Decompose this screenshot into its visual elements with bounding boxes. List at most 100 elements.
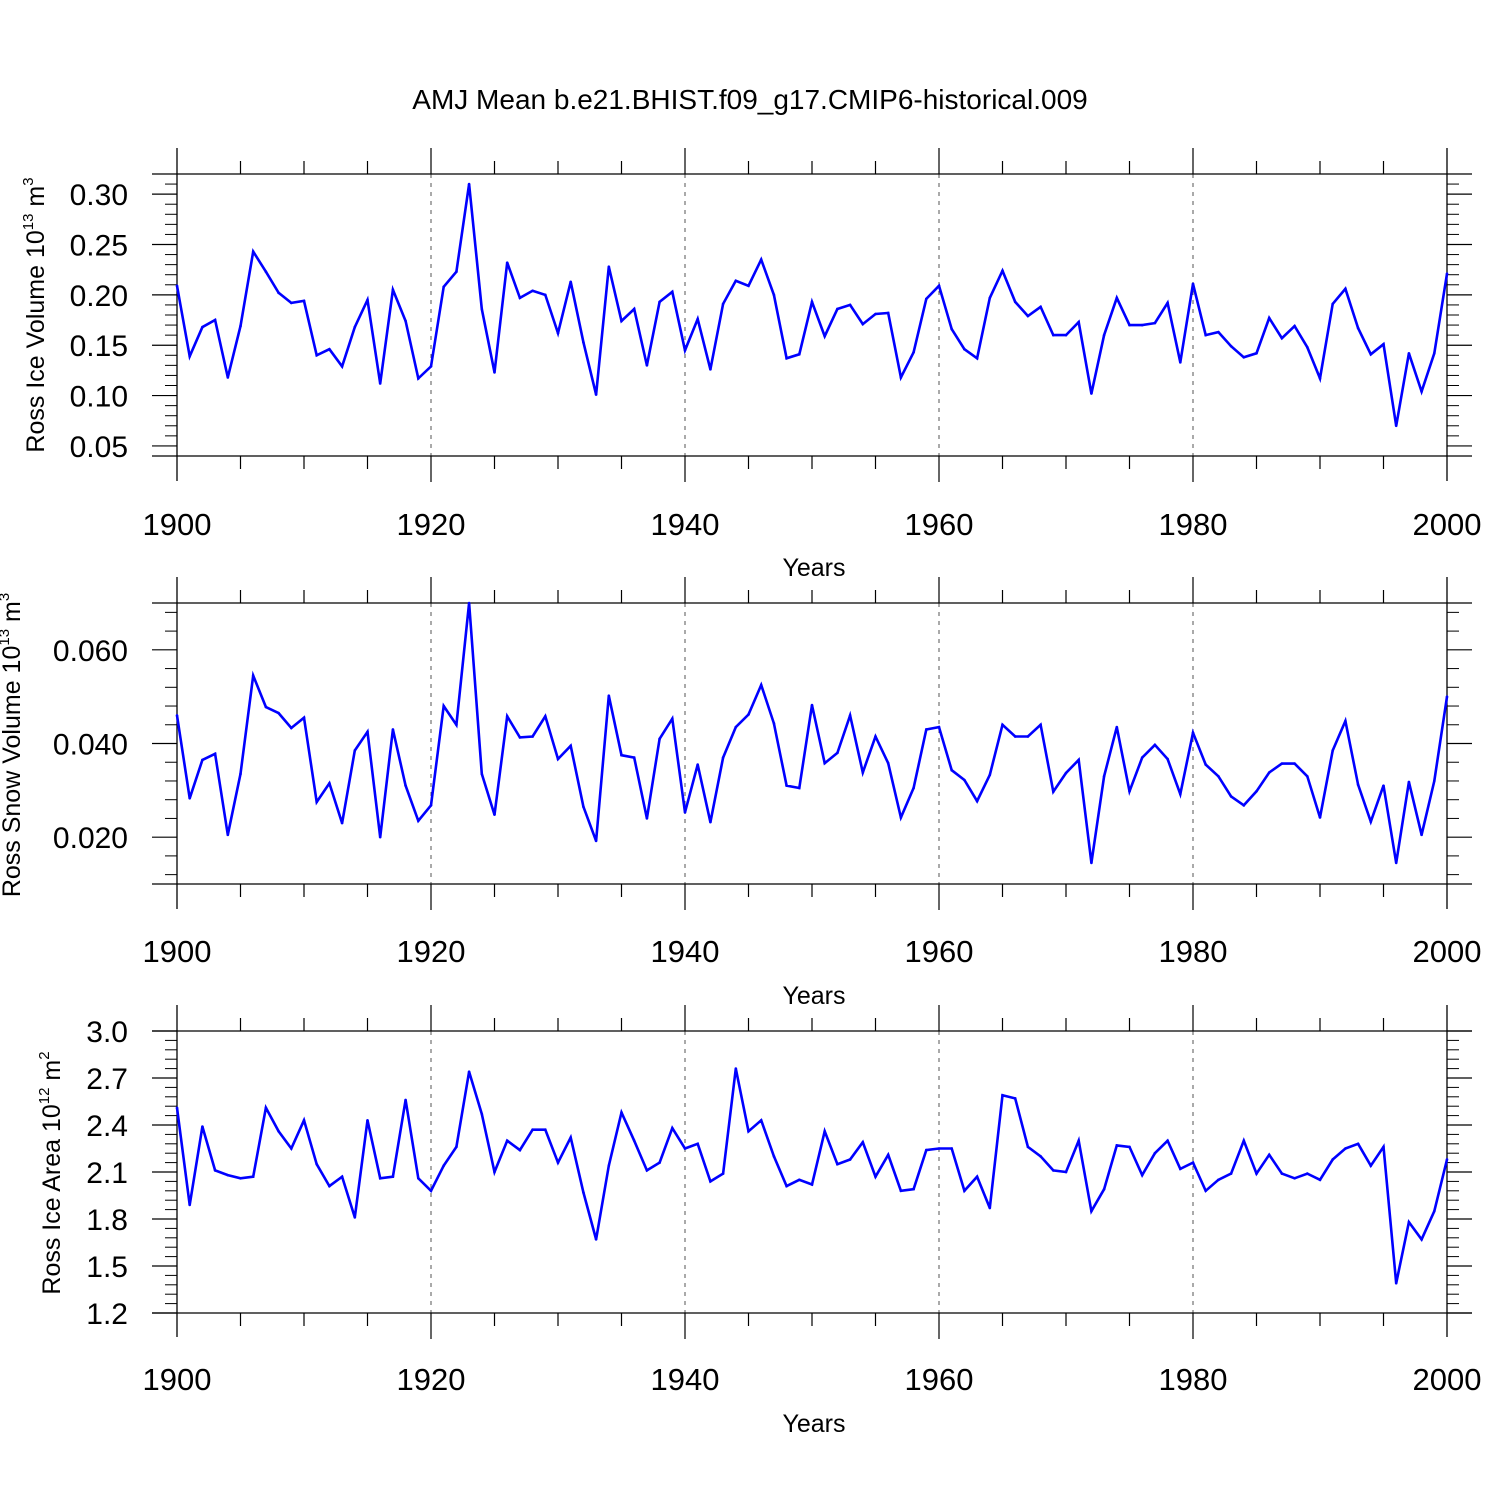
data-point: [1242, 804, 1246, 807]
data-point: [531, 1128, 534, 1131]
data-point: [213, 318, 217, 322]
data-point: [988, 1206, 992, 1210]
data-point: [1052, 790, 1055, 794]
data-point: [1001, 1093, 1004, 1097]
data-point: [1102, 774, 1106, 778]
data-point: [1255, 1172, 1258, 1175]
data-point: [1255, 351, 1258, 355]
data-point: [1026, 1145, 1030, 1149]
data-point: [493, 813, 496, 816]
y-tick-label: 0.020: [53, 822, 128, 855]
data-point: [645, 1169, 649, 1172]
data-point: [1356, 326, 1360, 330]
data-point: [1242, 356, 1246, 359]
data-point: [302, 299, 306, 303]
data-point: [353, 325, 357, 329]
data-point: [1013, 735, 1017, 738]
y-axis-title-unit: m: [0, 601, 26, 629]
data-point: [467, 182, 471, 186]
y-axis-title-unit-exponent: 3: [0, 593, 13, 601]
y-tick-label: 0.05: [70, 431, 128, 464]
data-point: [1407, 1220, 1411, 1224]
data-point: [1064, 771, 1068, 775]
data-point: [963, 778, 966, 782]
data-point: [544, 715, 547, 718]
data-point: [366, 1119, 369, 1122]
data-point: [1407, 780, 1411, 784]
data-point: [1407, 351, 1411, 355]
y-tick-label: 2.7: [86, 1063, 128, 1096]
data-point: [861, 1140, 865, 1144]
data-point: [1356, 783, 1360, 787]
data-point: [823, 761, 826, 765]
data-point: [378, 835, 382, 839]
data-point: [1445, 272, 1449, 276]
y-axis-title-text: Ross Snow Volume 10: [0, 646, 26, 898]
data-point: [772, 293, 776, 297]
data-point: [1331, 1158, 1334, 1161]
data-point: [442, 704, 446, 708]
data-point: [1229, 344, 1233, 348]
data-point: [378, 1176, 382, 1180]
data-point: [1052, 333, 1055, 337]
data-point: [798, 786, 801, 790]
data-point: [251, 1175, 255, 1178]
x-tick-label: 1940: [651, 1362, 720, 1397]
series-line: [175, 1068, 1449, 1284]
data-point: [607, 265, 611, 268]
data-point: [1153, 1151, 1157, 1155]
y-tick-label: 2.1: [86, 1157, 128, 1190]
data-point: [1318, 377, 1322, 380]
data-point: [721, 302, 725, 306]
data-point: [1280, 1172, 1284, 1175]
data-point: [239, 772, 242, 776]
data-point: [391, 1175, 395, 1178]
data-point: [239, 324, 242, 328]
data-point: [1039, 305, 1042, 309]
data-point: [277, 711, 280, 715]
data-point: [886, 1153, 890, 1157]
x-tick-label: 1960: [905, 1362, 974, 1397]
data-point: [772, 1155, 776, 1158]
data-point: [175, 284, 179, 288]
data-point: [1166, 301, 1169, 305]
data-point: [315, 1162, 319, 1166]
data-point: [340, 365, 344, 368]
data-point: [1001, 723, 1004, 727]
x-axis-title: Years: [782, 982, 845, 1010]
y-axis-title-text: Ross Ice Area 10: [38, 1104, 66, 1294]
data-point: [1191, 1161, 1195, 1164]
data-point: [620, 1111, 623, 1114]
data-point: [404, 1098, 407, 1102]
data-point: [683, 811, 687, 814]
data-point: [836, 307, 839, 311]
data-point: [1179, 792, 1182, 796]
data-point: [620, 753, 623, 757]
data-point: [569, 280, 572, 284]
data-point: [556, 331, 560, 335]
data-point: [925, 297, 928, 301]
data-point: [683, 1147, 687, 1150]
data-point: [1217, 330, 1220, 334]
panel-3: 1.2 1.5 1.8 2.1 2.4 2.7 3.0 1900 1920 1940 1960 198…: [36, 1005, 1481, 1438]
y-axis-title-unit: m: [38, 1060, 66, 1088]
data-point: [531, 735, 534, 738]
y-tick-label: 0.30: [70, 179, 128, 212]
data-point: [505, 715, 509, 718]
data-point: [264, 1106, 268, 1110]
data-point: [429, 365, 433, 368]
data-point: [1382, 784, 1385, 787]
data-point: [899, 376, 903, 379]
data-point: [937, 284, 941, 288]
data-point: [1077, 758, 1080, 762]
data-point: [366, 298, 369, 302]
data-point: [874, 1175, 877, 1178]
x-tick-label: 1940: [651, 507, 720, 542]
data-point: [721, 756, 725, 759]
data-point: [290, 301, 293, 305]
data-point: [1306, 345, 1309, 349]
data-point: [505, 261, 509, 264]
data-point: [353, 1216, 357, 1219]
data-point: [671, 290, 674, 294]
data-point: [1064, 333, 1068, 337]
